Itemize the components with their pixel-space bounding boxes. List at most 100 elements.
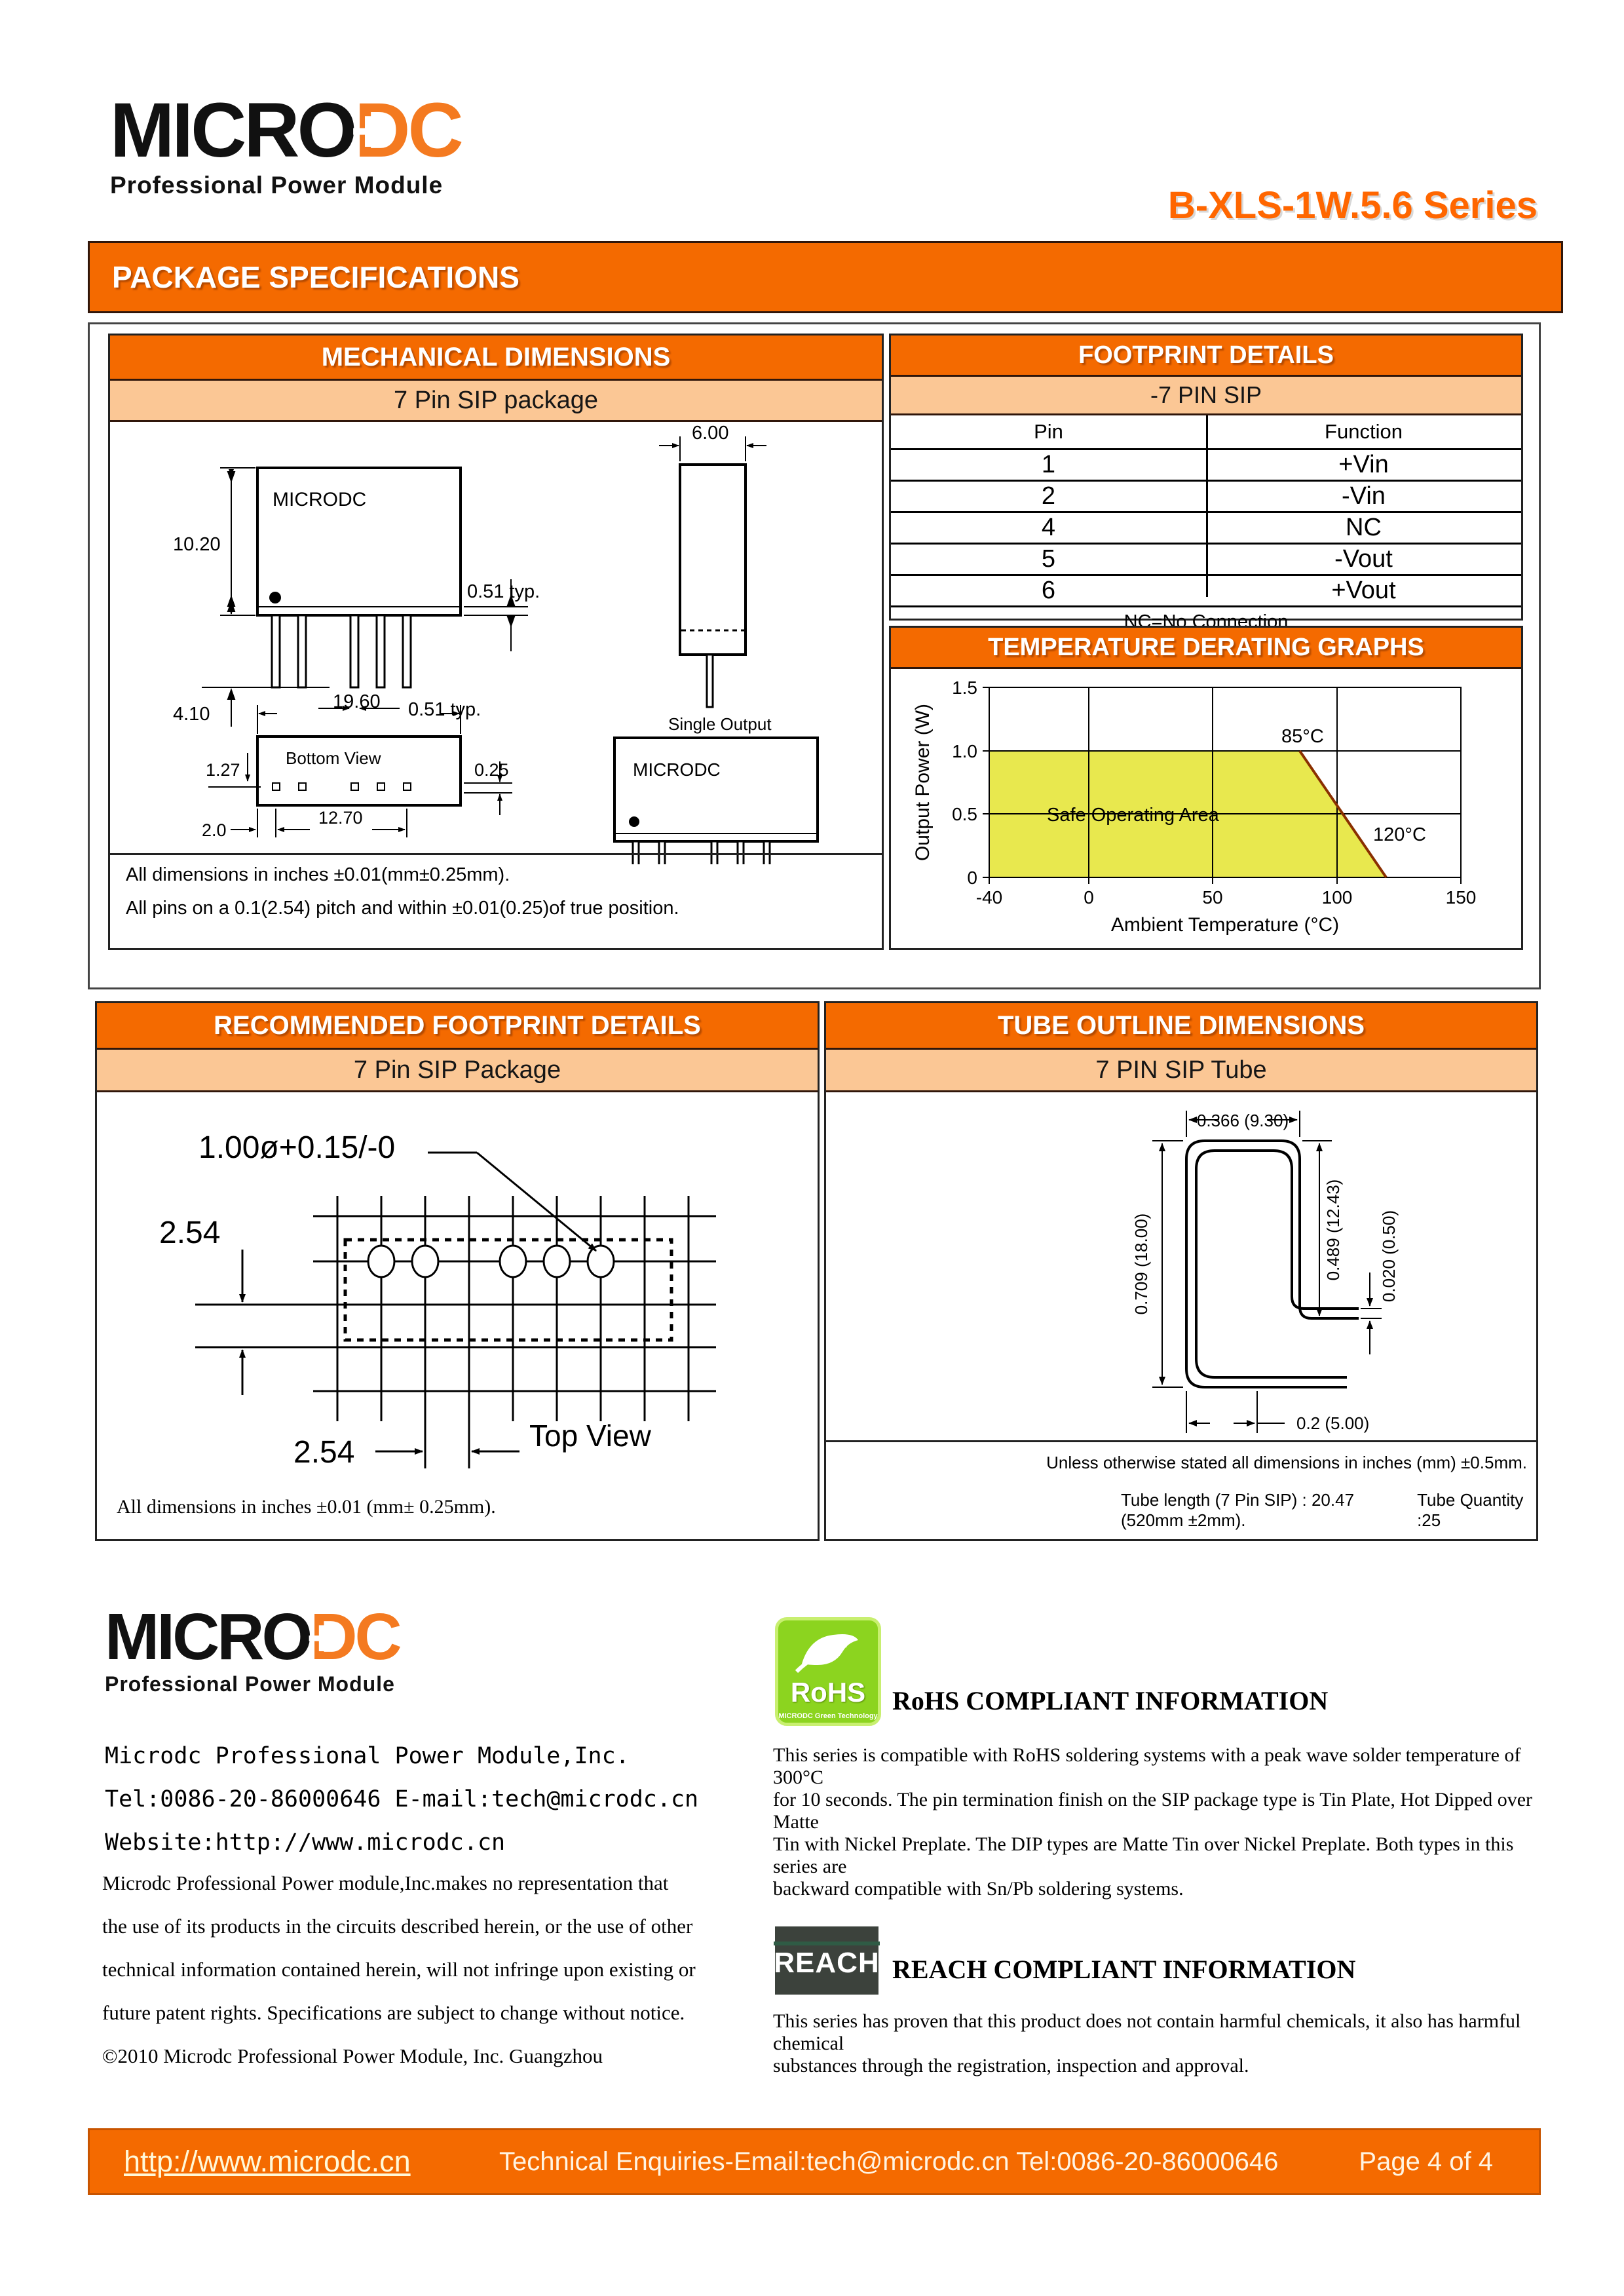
disclaimer-line: the use of its products in the circuits …	[102, 1915, 693, 1938]
tube-left-dim	[1152, 1140, 1183, 1388]
logo-micro: MICRO	[110, 87, 357, 174]
company-logo: MICRO DC + Professional Power Module	[110, 87, 464, 197]
pin-cell: 6	[1041, 577, 1056, 604]
package-specifications-banner: PACKAGE SPECIFICATIONS	[88, 241, 1563, 313]
tube-lip-dim-label: 0.020 (0.50)	[1379, 1210, 1399, 1302]
axis-ticks	[983, 687, 1462, 884]
dim-side-width-label: 6.00	[692, 423, 728, 444]
tube-outline-subheader: 7 PIN SIP Tube	[826, 1050, 1536, 1092]
column-header-pin: Pin	[1034, 420, 1063, 443]
tube-note-quantity: Tube Quantity :25	[1417, 1490, 1524, 1530]
xtick-50: 50	[1202, 887, 1222, 908]
dim-span-label: 12.70	[318, 808, 363, 828]
rohs-logo-subtext: MICRODC Green Technology	[778, 1712, 878, 1720]
pin-cell: 4	[1041, 514, 1056, 541]
ytick-1-0: 1.0	[952, 741, 977, 761]
derating-chart: 1.5 1.0 0.5 0 -40 0 50 100 150 85°C 120°…	[912, 678, 1477, 936]
tube-outline-header: TUBE OUTLINE DIMENSIONS	[826, 1003, 1536, 1050]
xtick-m40: -40	[976, 887, 1002, 908]
tube-profile	[1185, 1139, 1359, 1388]
rohs-logo: RoHS MICRODC Green Technology	[775, 1617, 881, 1726]
reach-logo-text: REACH	[774, 1942, 880, 1980]
tube-bottom-dim-label: 0.2 (5.00)	[1296, 1413, 1369, 1433]
copyright-line: ©2010 Microdc Professional Power Module,…	[102, 2044, 603, 2067]
tube-notes: Unless otherwise stated all dimensions i…	[826, 1440, 1536, 1539]
column-header-function: Function	[1325, 420, 1403, 443]
function-cell: -Vout	[1334, 545, 1393, 573]
temperature-derating-box: TEMPERATURE DERATING GRAPHS	[889, 626, 1523, 950]
mechanical-note-1: All dimensions in inches ±0.01(mm±0.25mm…	[126, 864, 510, 885]
reach-text-line: substances through the registration, ins…	[773, 2055, 1249, 2076]
dim-body-width-label: 19.60	[333, 691, 381, 712]
tube-top-dim-label: 0.366 (9.30)	[1197, 1111, 1289, 1130]
mechanical-dimensions-box: MECHANICAL DIMENSIONS 7 Pin SIP package	[108, 334, 884, 950]
dim-pin-width-label: 0.51 typ.	[408, 699, 481, 720]
tube-note-length: Tube length (7 Pin SIP) : 20.47 (520mm ±…	[1121, 1490, 1355, 1530]
y-axis-title: Output Power (W)	[912, 704, 934, 861]
disclaimer-line: Microdc Professional Power module,Inc.ma…	[102, 1871, 669, 1894]
mechanical-notes: All dimensions in inches ±0.01(mm±0.25mm…	[110, 853, 882, 948]
company-name: Microdc Professional Power Module,Inc.	[105, 1743, 630, 1769]
function-cell: +Vin	[1338, 451, 1389, 478]
tube-lip-dim	[1361, 1272, 1382, 1354]
function-cell: +Vout	[1331, 577, 1396, 604]
pin1-indicator-dot	[269, 592, 281, 603]
rohs-text-line: Tin with Nickel Preplate. The DIP types …	[773, 1833, 1514, 1877]
function-cell: NC	[1346, 514, 1382, 541]
tube-outline-box: TUBE OUTLINE DIMENSIONS 7 PIN SIP Tube	[824, 1001, 1538, 1541]
footer-page-number: Page 4 of 4	[1359, 2147, 1493, 2176]
recommended-footprint-note: All dimensions in inches ±0.01 (mm± 0.25…	[117, 1496, 496, 1518]
company-tel-email: Tel:0086-20-86000646 E-mail:tech@microdc…	[105, 1786, 699, 1812]
single-output-brand: MICRODC	[633, 759, 721, 780]
dim-row-label: 1.27	[206, 760, 240, 780]
recommended-footprint-subheader: 7 Pin SIP Package	[97, 1050, 818, 1092]
horizontal-pitch-label: 2.54	[293, 1435, 354, 1470]
logo-dc: DC +	[307, 1600, 402, 1674]
annotation-85c: 85°C	[1281, 726, 1324, 747]
footprint-details-header: FOOTPRINT DETAILS	[891, 335, 1521, 377]
bottom-view-label: Bottom View	[286, 748, 381, 768]
front-view-brand: MICRODC	[273, 489, 366, 510]
package-specifications-section: MECHANICAL DIMENSIONS 7 Pin SIP package	[88, 322, 1541, 989]
tube-right-dim	[1302, 1140, 1332, 1316]
leaf-icon	[795, 1634, 858, 1674]
rohs-heading: RoHS COMPLIANT INFORMATION	[892, 1686, 1329, 1715]
function-cell: -Vin	[1342, 482, 1386, 510]
single-output-label: Single Output	[668, 714, 772, 734]
pin-cell: 5	[1041, 545, 1056, 573]
rohs-logo-text: RoHS	[790, 1677, 866, 1708]
logo-dc: DC +	[350, 87, 463, 174]
tube-left-dim-label: 0.709 (18.00)	[1131, 1214, 1151, 1315]
logo-tagline: Professional Power Module	[105, 1672, 395, 1696]
ytick-1-5: 1.5	[952, 678, 977, 698]
vertical-pitch-label: 2.54	[159, 1215, 220, 1250]
plus-icon: +	[307, 1609, 337, 1666]
dim-pad-label: 0.25	[474, 760, 509, 780]
table-column-divider	[1206, 415, 1208, 597]
rohs-text-line: backward compatible with Sn/Pb soldering…	[773, 1878, 1184, 1900]
bottom-view-drawing	[208, 705, 512, 837]
footer-website-link[interactable]: http://www.microdc.cn	[124, 2145, 411, 2178]
annotation-120c: 120°C	[1373, 824, 1426, 845]
side-view-drawing	[659, 436, 766, 708]
disclaimer-line: technical information contained herein, …	[102, 1958, 696, 1981]
pin-cell: 1	[1041, 451, 1056, 478]
hole-size-leader	[476, 1151, 597, 1252]
pin-cell: 2	[1041, 482, 1056, 510]
xtick-100: 100	[1322, 887, 1353, 908]
banner-label: PACKAGE SPECIFICATIONS	[112, 260, 519, 294]
tube-note-1: Unless otherwise stated all dimensions i…	[1046, 1453, 1527, 1472]
rohs-text-line: This series is compatible with RoHS sold…	[773, 1744, 1521, 1788]
ytick-0-5: 0.5	[952, 804, 977, 824]
xtick-150: 150	[1446, 887, 1477, 908]
front-view-drawing	[202, 467, 528, 727]
module-outline-dashed	[343, 1238, 673, 1342]
mechanical-dimensions-subheader: 7 Pin SIP package	[110, 381, 882, 422]
dim-base-thickness-label: 0.51 typ.	[467, 581, 540, 602]
plus-icon: +	[350, 98, 386, 164]
single-output-pin1-dot	[629, 816, 639, 827]
dim-height-label: 10.20	[173, 534, 221, 555]
xtick-0: 0	[1084, 887, 1094, 908]
tube-top-dim	[1186, 1111, 1300, 1137]
